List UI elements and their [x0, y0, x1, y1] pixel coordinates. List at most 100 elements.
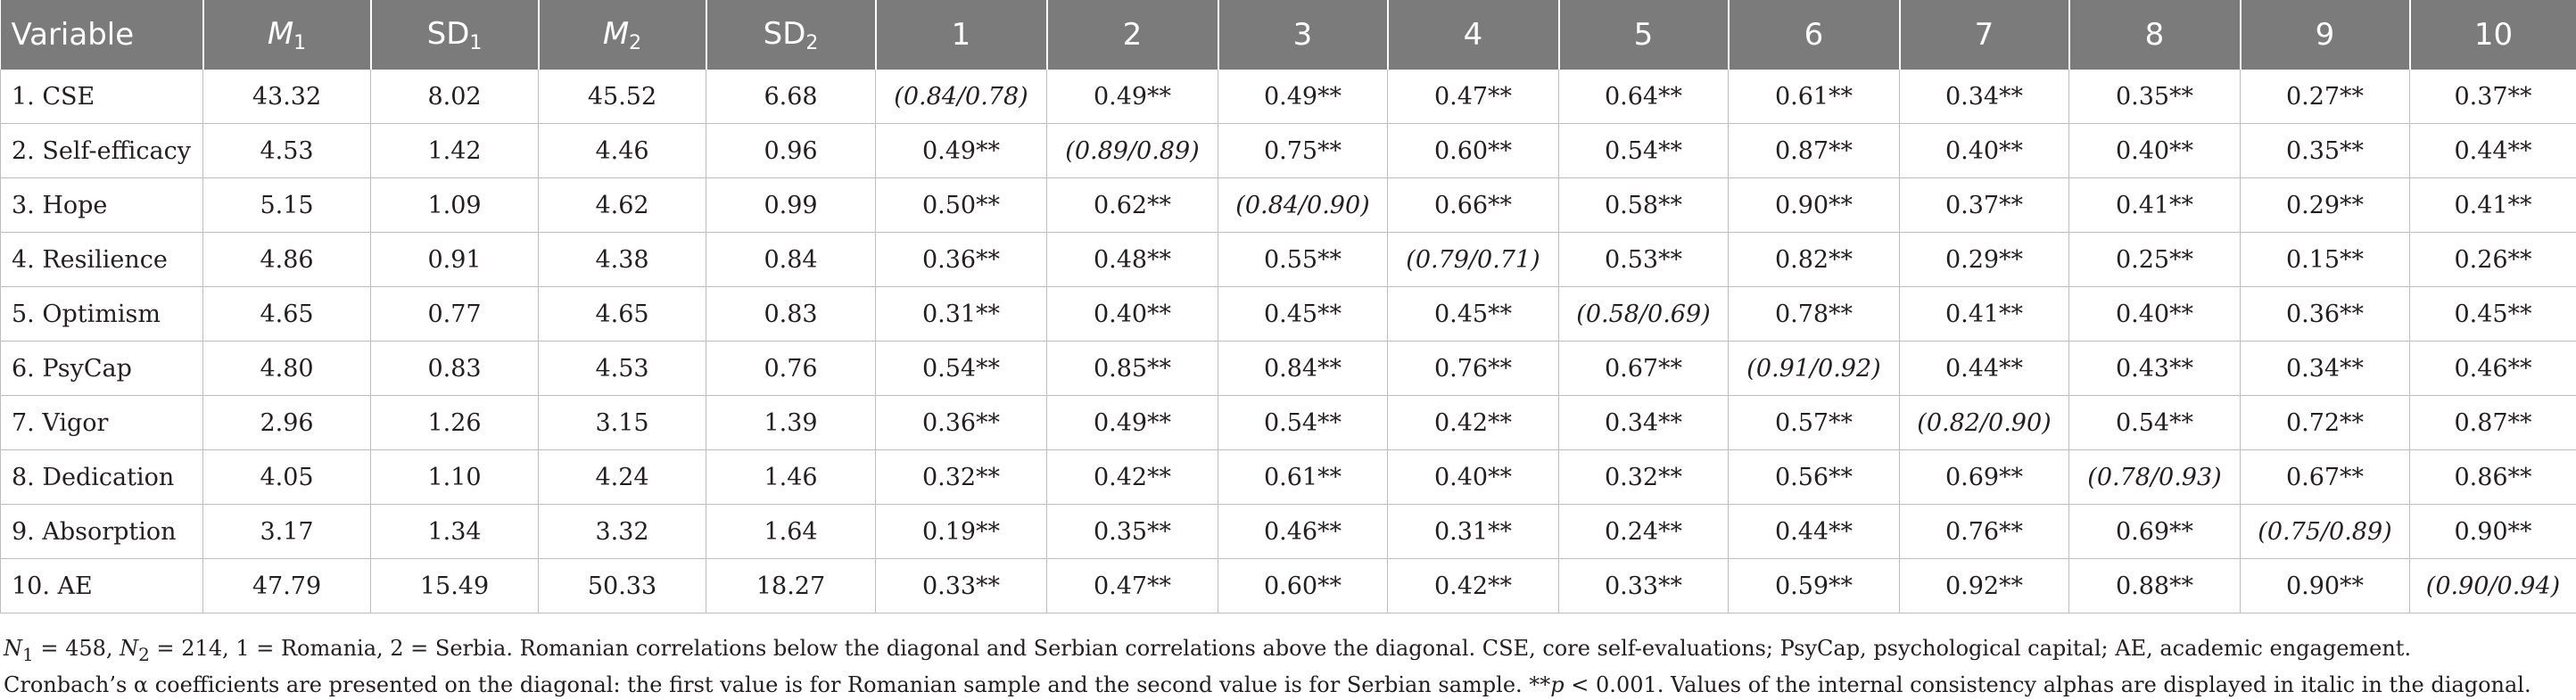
table-cell: 0.84	[706, 232, 876, 287]
table-cell: 4.65	[538, 286, 706, 342]
table-cell: 1.39	[706, 395, 876, 450]
table-cell: 0.32**	[1558, 449, 1729, 505]
column-header: 8	[2068, 0, 2241, 70]
row-variable-label: 5. Optimism	[0, 286, 203, 342]
table-cell: 0.50**	[875, 177, 1047, 233]
table-cell: 0.46**	[2409, 341, 2576, 396]
column-header: 1	[874, 0, 1047, 70]
table-cell: 0.62**	[1046, 177, 1218, 233]
table-cell: 0.40**	[2068, 286, 2241, 342]
table-cell: 18.27	[706, 558, 876, 614]
table-cell: 0.42**	[1387, 395, 1559, 450]
table-row: 7. Vigor 2.96 1.26 3.15 1.39 0.36** 0.49** 0.54…	[0, 395, 2576, 450]
table-cell: 0.47**	[1387, 70, 1559, 124]
table-cell: 4.53	[538, 341, 706, 396]
table-body: 1. CSE 43.32 8.02 45.52 6.68 (0.84/0.78) 0.49*…	[0, 70, 2576, 614]
table-cell: 0.67**	[1558, 341, 1729, 396]
table-row: 1. CSE 43.32 8.02 45.52 6.68 (0.84/0.78) 0.49*…	[0, 70, 2576, 124]
table-cell: 4.24	[538, 449, 706, 505]
column-header-label: 2	[1122, 17, 1143, 53]
table-cell: 0.35**	[2240, 123, 2410, 178]
table-cell: 0.49**	[1046, 70, 1218, 124]
table-cell: 0.31**	[875, 286, 1047, 342]
column-header: SD1	[369, 0, 539, 70]
table-cell: 0.29**	[2240, 177, 2410, 233]
row-variable-label: 6. PsyCap	[0, 341, 203, 396]
table-cell: 0.90**	[2409, 504, 2576, 559]
table-cell: 0.75**	[1218, 123, 1388, 178]
footnote-n2-sub: 2	[138, 643, 150, 665]
table-cell: 0.66**	[1387, 177, 1559, 233]
table-cell: 0.83	[370, 341, 539, 396]
table-cell: (0.82/0.90)	[1899, 395, 2069, 450]
table-cell: 0.26**	[2409, 232, 2576, 287]
table-cell: 0.19**	[875, 504, 1047, 559]
table-cell: 0.34**	[1899, 70, 2069, 124]
table-cell: 0.78**	[1728, 286, 1900, 342]
row-variable-label: 1. CSE	[0, 70, 203, 124]
table-cell: 6.68	[706, 70, 876, 124]
column-header-label: Variable	[11, 17, 135, 53]
column-header-subscript: 2	[629, 31, 642, 54]
table-row: 10. AE 47.79 15.49 50.33 18.27 0.33** 0.47** 0.…	[0, 558, 2576, 614]
table-cell: 0.37**	[1899, 177, 2069, 233]
column-header-label: 5	[1633, 17, 1654, 53]
table-cell: 0.29**	[1899, 232, 2069, 287]
column-header-subscript: 1	[469, 31, 483, 54]
table-row: 9. Absorption 3.17 1.34 3.32 1.64 0.19** 0.35*…	[0, 504, 2576, 559]
table-cell: 5.15	[202, 177, 371, 233]
table-header: Variable M1 SD1 M2 SD2 1 2 3 4 5 6 7 8 9 10	[0, 0, 2576, 70]
footnote-n1-label: N	[4, 636, 22, 661]
column-header: M2	[537, 0, 706, 70]
table-cell: 0.55**	[1218, 232, 1388, 287]
table-cell: 0.45**	[1387, 286, 1559, 342]
table-cell: 0.32**	[875, 449, 1047, 505]
table-cell: 0.46**	[1218, 504, 1388, 559]
table-cell: 0.69**	[2068, 504, 2241, 559]
column-header-label: 3	[1292, 17, 1313, 53]
table-cell: 0.60**	[1387, 123, 1559, 178]
table-cell: 0.92**	[1899, 558, 2069, 614]
table-cell: 0.40**	[1387, 449, 1559, 505]
table-cell: 0.61**	[1218, 449, 1388, 505]
column-header: Variable	[0, 0, 203, 70]
table-cell: 0.61**	[1728, 70, 1900, 124]
table-cell: 0.47**	[1046, 558, 1218, 614]
table-cell: 50.33	[538, 558, 706, 614]
correlation-table-container: Variable M1 SD1 M2 SD2 1 2 3 4 5 6 7 8 9 10 1. CSE 43.3…	[0, 0, 2576, 614]
table-cell: 0.54**	[875, 341, 1047, 396]
table-cell: 0.36**	[875, 395, 1047, 450]
table-cell: 0.64**	[1558, 70, 1729, 124]
header-row: Variable M1 SD1 M2 SD2 1 2 3 4 5 6 7 8 9 10	[0, 0, 2576, 70]
column-header-label: SD	[426, 15, 470, 52]
column-header-subscript: 1	[293, 31, 307, 54]
table-cell: 0.57**	[1728, 395, 1900, 450]
table-cell: 1.34	[370, 504, 539, 559]
table-cell: 0.45**	[1218, 286, 1388, 342]
column-header: SD2	[705, 0, 876, 70]
table-cell: 0.44**	[2409, 123, 2576, 178]
column-header-subscript: 2	[805, 31, 819, 54]
table-cell: 0.41**	[1899, 286, 2069, 342]
table-cell: 0.83	[706, 286, 876, 342]
table-cell: 0.24**	[1558, 504, 1729, 559]
table-cell: 0.43**	[2068, 341, 2241, 396]
column-header-label: 7	[1974, 17, 1994, 53]
table-cell: 1.46	[706, 449, 876, 505]
column-header: 5	[1557, 0, 1729, 70]
table-cell: 0.90**	[1728, 177, 1900, 233]
table-row: 2. Self-efficacy 4.53 1.42 4.46 0.96 0.49** (0…	[0, 123, 2576, 178]
column-header-label: 1	[951, 17, 971, 53]
table-row: 8. Dedication 4.05 1.10 4.24 1.46 0.32** 0.42*…	[0, 449, 2576, 505]
table-cell: (0.91/0.92)	[1728, 341, 1900, 396]
table-cell: 0.41**	[2068, 177, 2241, 233]
table-cell: 0.90**	[2240, 558, 2410, 614]
table-cell: 0.88**	[2068, 558, 2241, 614]
row-variable-label: 2. Self-efficacy	[0, 123, 203, 178]
table-cell: 0.69**	[1899, 449, 2069, 505]
table-cell: 4.80	[202, 341, 371, 396]
row-variable-label: 4. Resilience	[0, 232, 203, 287]
table-cell: 0.35**	[1046, 504, 1218, 559]
column-header-label: M	[602, 15, 630, 52]
column-header-label: 4	[1463, 17, 1483, 53]
